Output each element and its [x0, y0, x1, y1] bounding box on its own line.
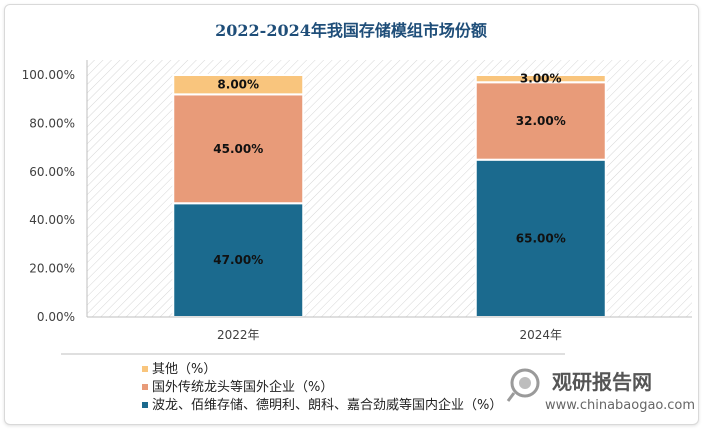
- bar-segment: [172, 202, 305, 318]
- legend-swatch: [142, 402, 148, 408]
- x-tick-label: 2022年: [217, 328, 260, 342]
- watermark: 观研报告网 www.chinabaogao.com: [506, 368, 695, 413]
- stacked-bar-chart: 2022-2024年我国存储模组市场份额 0.00% 20.00% 40.00% 60…: [22, 21, 695, 416]
- bar-segment: [172, 74, 305, 96]
- bar-segment: [474, 74, 607, 84]
- data-label: 47.00%: [213, 253, 263, 267]
- data-label: 3.00%: [520, 72, 562, 86]
- y-tick-label: 100.00%: [22, 68, 75, 82]
- y-tick-label: 0.00%: [37, 310, 75, 324]
- y-tick-label: 60.00%: [29, 165, 75, 179]
- chart-title: 2022-2024年我国存储模组市场份额: [215, 21, 487, 40]
- legend-label: 其他（%）: [152, 362, 216, 377]
- y-tick-label: 40.00%: [29, 213, 75, 227]
- legend-background: [55, 354, 555, 416]
- legend-label: 波龙、佰维存储、德明利、朗科、嘉合劲威等国内企业（%）: [152, 397, 502, 413]
- data-label: 8.00%: [217, 78, 259, 92]
- y-axis: 0.00% 20.00% 40.00% 60.00% 80.00% 100.00%: [22, 60, 88, 324]
- data-label: 65.00%: [516, 231, 566, 245]
- bars-group: 47.00% 45.00% 8.00% 65.00% 32.00% 3.00%: [172, 72, 607, 318]
- chart-frame: 2022-2024年我国存储模组市场份额 0.00% 20.00% 40.00% 60…: [4, 4, 699, 425]
- watermark-url: www.chinabaogao.com: [545, 398, 695, 413]
- legend-swatch: [142, 384, 148, 390]
- watermark-logo-icon: [506, 368, 540, 402]
- x-axis: 2022年 2024年: [87, 316, 692, 342]
- legend-label: 国外传统龙头等国外企业（%）: [152, 379, 333, 395]
- legend-swatch: [142, 366, 148, 372]
- y-tick-label: 80.00%: [29, 116, 75, 130]
- x-tick-label: 2024年: [519, 328, 562, 342]
- y-tick-label: 20.00%: [29, 262, 75, 276]
- legend: 其他（%） 国外传统龙头等国外企业（%） 波龙、佰维存储、德明利、朗科、嘉合劲威等国…: [142, 362, 502, 413]
- watermark-text: 观研报告网: [552, 370, 652, 394]
- data-label: 45.00%: [213, 142, 263, 156]
- data-label: 32.00%: [516, 114, 566, 128]
